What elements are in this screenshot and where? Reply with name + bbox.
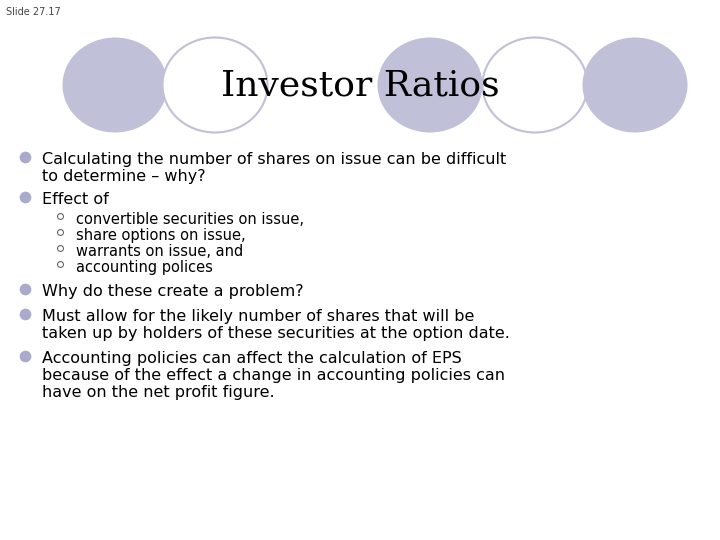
Text: Must allow for the likely number of shares that will be: Must allow for the likely number of shar… [42, 309, 474, 324]
Ellipse shape [582, 37, 688, 132]
Ellipse shape [163, 37, 268, 132]
Point [19, 309, 31, 318]
Point [54, 260, 66, 268]
Ellipse shape [63, 37, 168, 132]
Text: warrants on issue, and: warrants on issue, and [76, 244, 243, 259]
Text: share options on issue,: share options on issue, [76, 228, 246, 243]
Ellipse shape [482, 37, 588, 132]
Text: convertible securities on issue,: convertible securities on issue, [76, 212, 304, 227]
Point [54, 228, 66, 237]
Text: Why do these create a problem?: Why do these create a problem? [42, 284, 304, 299]
Text: Effect of: Effect of [42, 192, 109, 207]
Text: have on the net profit figure.: have on the net profit figure. [42, 385, 274, 400]
Text: Investor Ratios: Investor Ratios [221, 68, 499, 102]
Text: taken up by holders of these securities at the option date.: taken up by holders of these securities … [42, 326, 510, 341]
Text: Accounting policies can affect the calculation of EPS: Accounting policies can affect the calcu… [42, 351, 462, 366]
Text: accounting polices: accounting polices [76, 260, 213, 275]
Text: because of the effect a change in accounting policies can: because of the effect a change in accoun… [42, 368, 505, 383]
Point [19, 193, 31, 201]
Point [19, 153, 31, 161]
Point [19, 352, 31, 360]
Text: Slide 27.17: Slide 27.17 [6, 7, 60, 17]
Ellipse shape [377, 37, 482, 132]
Point [19, 285, 31, 293]
Text: Calculating the number of shares on issue can be difficult: Calculating the number of shares on issu… [42, 152, 506, 167]
Point [54, 212, 66, 220]
Text: to determine – why?: to determine – why? [42, 169, 206, 184]
Point [54, 244, 66, 252]
